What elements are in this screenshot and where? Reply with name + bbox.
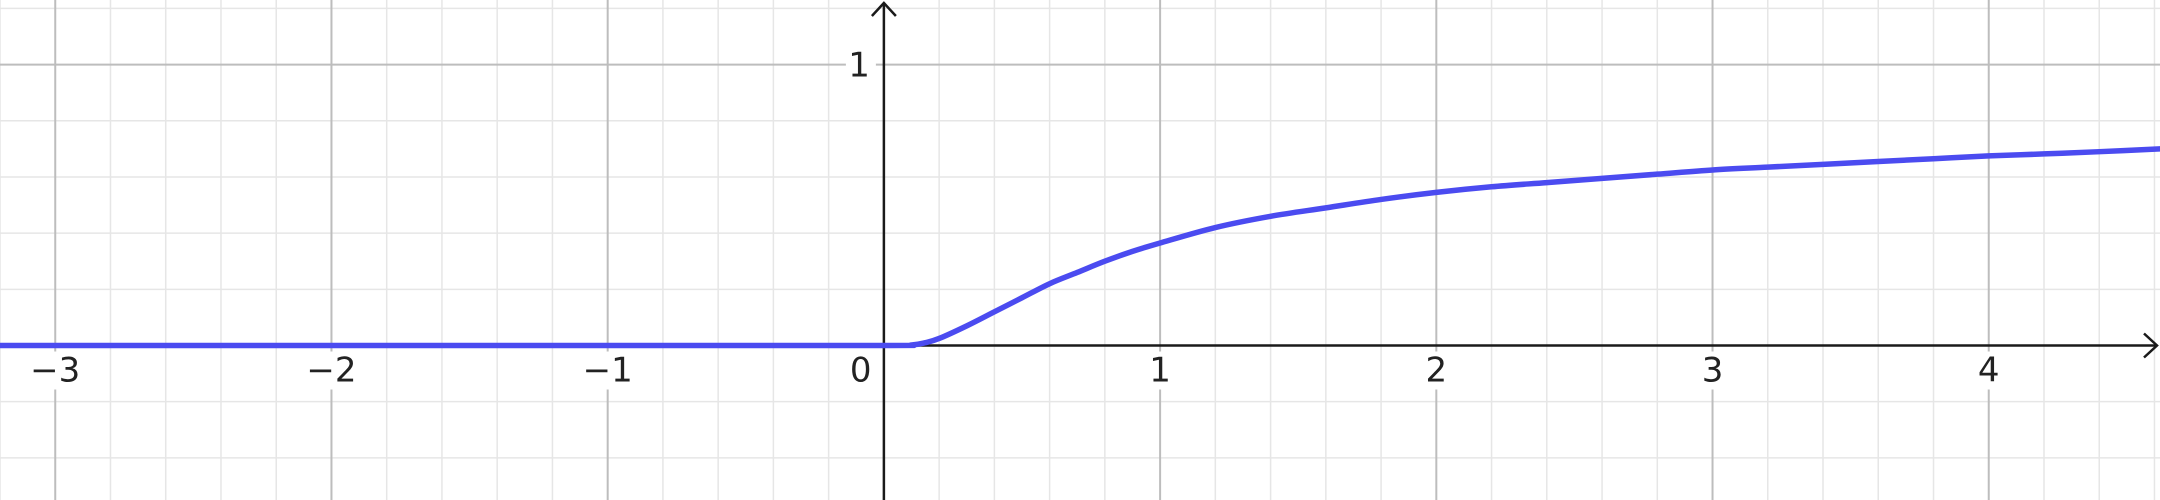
x-tick-label: 2 bbox=[1425, 351, 1447, 391]
y-axis-arrow bbox=[870, 1, 897, 17]
x-tick-label: −2 bbox=[306, 351, 356, 391]
curve-layer bbox=[0, 146, 2160, 349]
x-tick-label-background bbox=[1964, 351, 2013, 390]
x-tick-label: 1 bbox=[1149, 351, 1171, 391]
series-line bbox=[0, 146, 2160, 349]
x-tick-label-background bbox=[1688, 351, 1737, 390]
x-axis-arrow bbox=[2143, 332, 2159, 359]
x-tick-label-background bbox=[307, 351, 356, 390]
x-tick-label: −3 bbox=[30, 351, 80, 391]
y-tick-label-background bbox=[845, 46, 876, 85]
x-tick-label: 3 bbox=[1702, 351, 1724, 391]
x-tick-label-background bbox=[1136, 351, 1185, 390]
x-tick-label: −1 bbox=[583, 351, 633, 391]
x-tick-label-background bbox=[583, 351, 632, 390]
x-tick-label: 4 bbox=[1978, 351, 2000, 391]
tick-labels: −3 −2 −1 0 1 2 3 4 1 bbox=[30, 46, 2013, 391]
x-tick-label-background bbox=[31, 351, 80, 390]
x-tick-label: 0 bbox=[850, 351, 872, 391]
x-tick-label-background bbox=[1412, 351, 1461, 390]
y-tick-label: 1 bbox=[848, 46, 870, 86]
